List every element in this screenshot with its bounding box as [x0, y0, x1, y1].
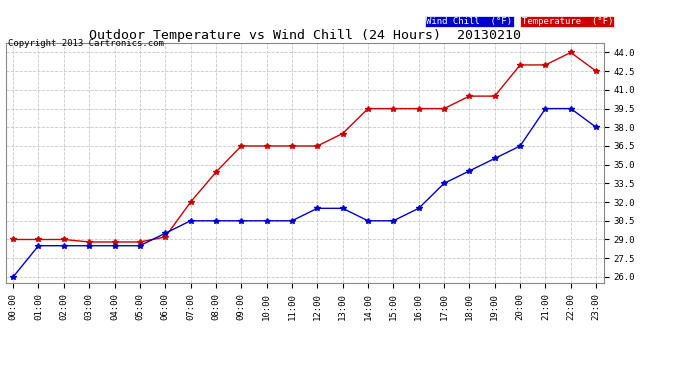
Text: Temperature  (°F): Temperature (°F)	[522, 17, 613, 26]
Text: Copyright 2013 Cartronics.com: Copyright 2013 Cartronics.com	[8, 39, 164, 48]
Text: Wind Chill  (°F): Wind Chill (°F)	[426, 17, 513, 26]
Title: Outdoor Temperature vs Wind Chill (24 Hours)  20130210: Outdoor Temperature vs Wind Chill (24 Ho…	[88, 29, 521, 42]
